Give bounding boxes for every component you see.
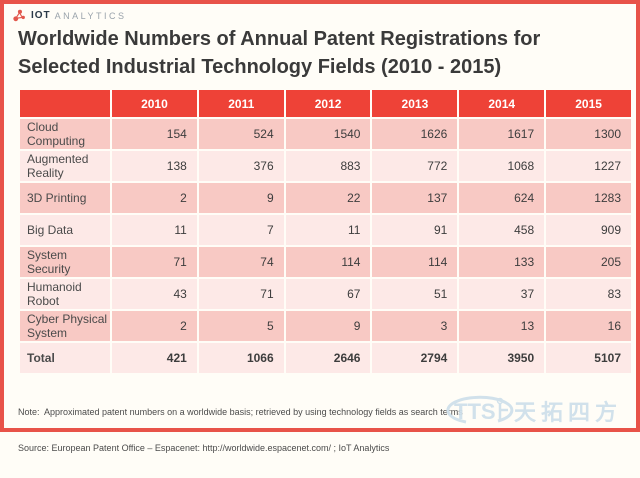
cell-value: 5107 [546,343,631,373]
cell-value: 1300 [546,119,631,149]
cell-value: 1626 [372,119,458,149]
page: IOT ANALYTICS Worldwide Numbers of Annua… [4,4,636,478]
year-header: 2012 [285,90,371,117]
logo-text-iot: IOT [31,10,51,21]
cell-value: 205 [546,247,631,277]
cell-value: 67 [285,279,371,309]
cell-value: 114 [285,247,371,277]
cell-value: 3 [372,311,458,341]
logo-text-analytics: ANALYTICS [54,10,127,21]
cell-value: 2 [112,183,197,213]
row-label: 3D Printing [20,183,110,213]
source-line: Source: European Patent Office – Espacen… [18,443,390,453]
cell-value: 1540 [285,119,371,149]
cell-value: 51 [372,279,458,309]
cell-value: 772 [372,151,458,181]
cell-value: 9 [198,183,284,213]
table-row-cyber-physical-system: Cyber Physical System 2 5 9 3 13 16 [20,311,631,341]
row-label: Total [20,343,110,373]
cell-value: 883 [285,151,371,181]
row-label: Cyber Physical System [20,311,110,341]
table-row-3d-printing: 3D Printing 2 9 22 137 624 1283 [20,183,631,213]
year-header: 2013 [372,90,458,117]
cell-value: 138 [112,151,197,181]
patent-registrations-table: 2010 2011 2012 2013 2014 2015 Cloud Comp… [18,88,633,375]
table-row-augmented-reality: Augmented Reality 138 376 883 772 1068 1… [20,151,631,181]
cell-value: 1617 [459,119,545,149]
row-label: Big Data [20,215,110,245]
cell-value: 3950 [459,343,545,373]
year-header: 2014 [459,90,545,117]
cell-value: 22 [285,183,371,213]
corner-header-cell [20,90,110,117]
cell-value: 1227 [546,151,631,181]
cell-value: 133 [459,247,545,277]
cell-value: 421 [112,343,197,373]
cell-value: 16 [546,311,631,341]
cell-value: 624 [459,183,545,213]
table-header-row: 2010 2011 2012 2013 2014 2015 [20,90,631,117]
row-label: System Security [20,247,110,277]
watermark-mark-icon [496,397,508,419]
cell-value: 9 [285,311,371,341]
cell-value: 91 [372,215,458,245]
cell-value: 137 [372,183,458,213]
cell-value: 1283 [546,183,631,213]
cell-value: 1066 [198,343,284,373]
cell-value: 71 [112,247,197,277]
year-header: 2015 [546,90,631,117]
cell-value: 37 [459,279,545,309]
year-header: 2011 [198,90,284,117]
cell-value: 114 [372,247,458,277]
cell-value: 43 [112,279,197,309]
cell-value: 1068 [459,151,545,181]
cell-value: 2794 [372,343,458,373]
table-row-total: Total 421 1066 2646 2794 3950 5107 [20,343,631,373]
cell-value: 524 [198,119,284,149]
cell-value: 154 [112,119,197,149]
cell-value: 2 [112,311,197,341]
cell-value: 71 [198,279,284,309]
row-label: Augmented Reality [20,151,110,181]
molecule-icon [13,9,25,21]
table-row-big-data: Big Data 11 7 11 91 458 909 [20,215,631,245]
year-header: 2010 [112,90,197,117]
table-row-humanoid-robot: Humanoid Robot 43 71 67 51 37 83 [20,279,631,309]
cell-value: 11 [285,215,371,245]
table-row-cloud-computing: Cloud Computing 154 524 1540 1626 1617 1… [20,119,631,149]
cell-value: 7 [198,215,284,245]
note-line: Note: Approximated patent numbers on a w… [18,407,463,417]
watermark-cjk: 天拓四方 [514,400,622,426]
cell-value: 376 [198,151,284,181]
page-title: Worldwide Numbers of Annual Patent Regis… [18,28,541,78]
cell-value: 458 [459,215,545,245]
cell-value: 74 [198,247,284,277]
iot-analytics-logo: IOT ANALYTICS [12,8,626,23]
tts-watermark: TTS 天拓四方 [446,395,622,426]
watermark-latin: TTS [454,399,496,424]
row-label: Cloud Computing [20,119,110,149]
cell-value: 909 [546,215,631,245]
cell-value: 11 [112,215,197,245]
table-row-system-security: System Security 71 74 114 114 133 205 [20,247,631,277]
cell-value: 2646 [285,343,371,373]
cell-value: 83 [546,279,631,309]
row-label: Humanoid Robot [20,279,110,309]
cell-value: 13 [459,311,545,341]
cell-value: 5 [198,311,284,341]
